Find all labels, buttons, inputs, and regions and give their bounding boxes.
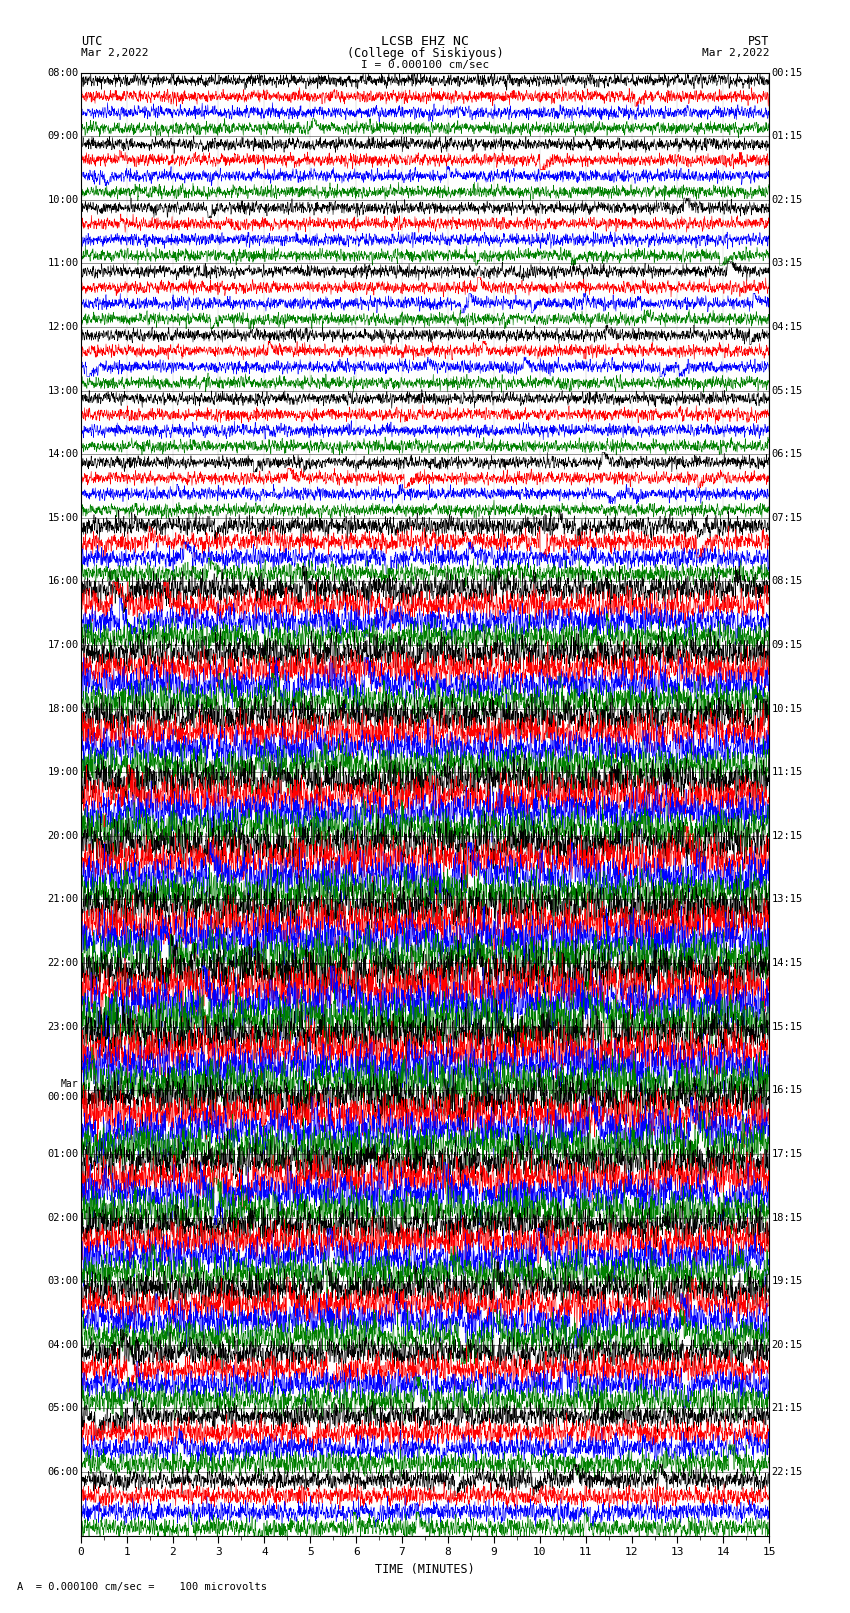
Text: 10:15: 10:15	[771, 703, 802, 713]
Text: 02:00: 02:00	[48, 1213, 79, 1223]
Text: 00:00: 00:00	[48, 1092, 79, 1102]
Text: Mar 2,2022: Mar 2,2022	[81, 48, 148, 58]
Text: 11:15: 11:15	[771, 768, 802, 777]
X-axis label: TIME (MINUTES): TIME (MINUTES)	[375, 1563, 475, 1576]
Text: PST: PST	[748, 35, 769, 48]
Text: 05:00: 05:00	[48, 1403, 79, 1413]
Text: UTC: UTC	[81, 35, 102, 48]
Text: 08:00: 08:00	[48, 68, 79, 77]
Text: 06:15: 06:15	[771, 450, 802, 460]
Text: 05:15: 05:15	[771, 386, 802, 395]
Text: 16:15: 16:15	[771, 1086, 802, 1095]
Text: 14:15: 14:15	[771, 958, 802, 968]
Text: 20:00: 20:00	[48, 831, 79, 840]
Text: 19:15: 19:15	[771, 1276, 802, 1286]
Text: 06:00: 06:00	[48, 1466, 79, 1478]
Text: LCSB EHZ NC: LCSB EHZ NC	[381, 35, 469, 48]
Text: I = 0.000100 cm/sec: I = 0.000100 cm/sec	[361, 60, 489, 69]
Text: 07:15: 07:15	[771, 513, 802, 523]
Text: 22:15: 22:15	[771, 1466, 802, 1478]
Text: 04:15: 04:15	[771, 323, 802, 332]
Text: 01:00: 01:00	[48, 1148, 79, 1158]
Text: 08:15: 08:15	[771, 576, 802, 587]
Text: 16:00: 16:00	[48, 576, 79, 587]
Text: 17:15: 17:15	[771, 1148, 802, 1158]
Text: 10:00: 10:00	[48, 195, 79, 205]
Text: 19:00: 19:00	[48, 768, 79, 777]
Text: 03:15: 03:15	[771, 258, 802, 268]
Text: 09:15: 09:15	[771, 640, 802, 650]
Text: 21:15: 21:15	[771, 1403, 802, 1413]
Text: 09:00: 09:00	[48, 131, 79, 142]
Text: 23:00: 23:00	[48, 1021, 79, 1032]
Text: 12:00: 12:00	[48, 323, 79, 332]
Text: 13:15: 13:15	[771, 895, 802, 905]
Text: 17:00: 17:00	[48, 640, 79, 650]
Text: Mar: Mar	[61, 1079, 79, 1089]
Text: (College of Siskiyous): (College of Siskiyous)	[347, 47, 503, 60]
Text: 04:00: 04:00	[48, 1340, 79, 1350]
Text: 00:15: 00:15	[771, 68, 802, 77]
Text: 20:15: 20:15	[771, 1340, 802, 1350]
Text: Mar 2,2022: Mar 2,2022	[702, 48, 769, 58]
Text: 11:00: 11:00	[48, 258, 79, 268]
Text: 13:00: 13:00	[48, 386, 79, 395]
Text: 22:00: 22:00	[48, 958, 79, 968]
Text: 21:00: 21:00	[48, 895, 79, 905]
Text: 12:15: 12:15	[771, 831, 802, 840]
Text: 01:15: 01:15	[771, 131, 802, 142]
Text: 02:15: 02:15	[771, 195, 802, 205]
Text: 18:00: 18:00	[48, 703, 79, 713]
Text: 15:15: 15:15	[771, 1021, 802, 1032]
Text: 03:00: 03:00	[48, 1276, 79, 1286]
Text: 14:00: 14:00	[48, 450, 79, 460]
Text: 18:15: 18:15	[771, 1213, 802, 1223]
Text: 15:00: 15:00	[48, 513, 79, 523]
Text: A  = 0.000100 cm/sec =    100 microvolts: A = 0.000100 cm/sec = 100 microvolts	[17, 1582, 267, 1592]
